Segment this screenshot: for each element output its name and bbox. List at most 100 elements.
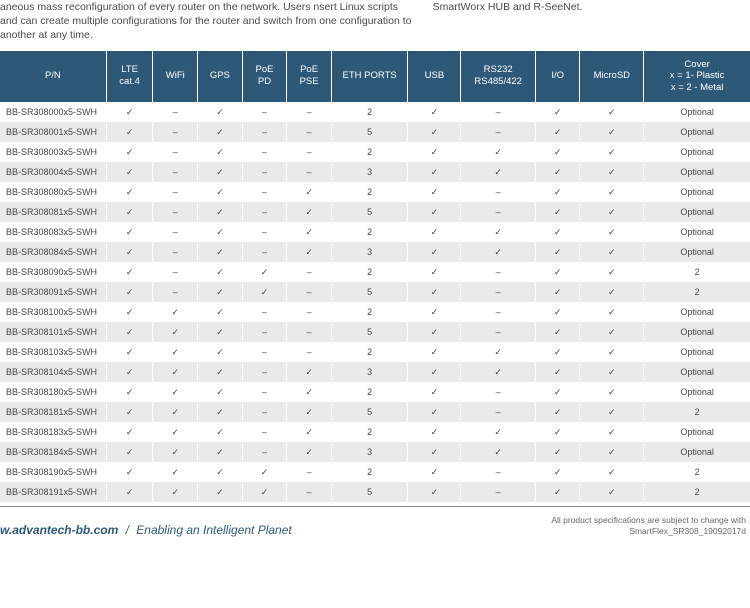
spec-cell: ✓: [408, 162, 461, 182]
spec-cell: –: [461, 122, 535, 142]
pn-cell: BB-SR308004x5-SWH: [0, 162, 106, 182]
spec-cell: 2: [331, 342, 407, 362]
spec-cell: ✓: [198, 202, 243, 222]
spec-cell: ✓: [535, 362, 580, 382]
spec-cell: –: [153, 202, 198, 222]
spec-cell: ✓: [580, 302, 644, 322]
spec-cell: –: [153, 182, 198, 202]
spec-cell: Optional: [644, 182, 750, 202]
pn-cell: BB-SR308000x5-SWH: [0, 102, 106, 122]
spec-cell: ✓: [153, 402, 198, 422]
spec-cell: ✓: [461, 242, 535, 262]
spec-cell: ✓: [408, 342, 461, 362]
table-row: BB-SR308003x5-SWH✓–✓––2✓✓✓✓Optional: [0, 142, 750, 162]
table-row: BB-SR308180x5-SWH✓✓✓–✓2✓–✓✓Optional: [0, 382, 750, 402]
spec-cell: –: [461, 102, 535, 122]
spec-cell: ✓: [461, 162, 535, 182]
spec-cell: ✓: [198, 442, 243, 462]
spec-cell: Optional: [644, 242, 750, 262]
col-header: WiFi: [153, 51, 198, 103]
spec-cell: –: [242, 422, 287, 442]
table-row: BB-SR308101x5-SWH✓✓✓––5✓–✓✓Optional: [0, 322, 750, 342]
spec-cell: ✓: [287, 442, 332, 462]
spec-cell: ✓: [106, 302, 153, 322]
spec-cell: 2: [644, 482, 750, 502]
spec-cell: ✓: [408, 202, 461, 222]
spec-cell: ✓: [198, 182, 243, 202]
spec-cell: 5: [331, 122, 407, 142]
spec-cell: ✓: [198, 482, 243, 502]
table-row: BB-SR308183x5-SWH✓✓✓–✓2✓✓✓✓Optional: [0, 422, 750, 442]
spec-cell: ✓: [198, 342, 243, 362]
spec-cell: –: [287, 342, 332, 362]
spec-cell: –: [242, 102, 287, 122]
spec-cell: ✓: [198, 402, 243, 422]
spec-cell: ✓: [153, 442, 198, 462]
footer-tagline: Enabling an Intelligent Planet: [136, 523, 291, 537]
spec-cell: ✓: [580, 402, 644, 422]
spec-cell: ✓: [198, 302, 243, 322]
spec-cell: ✓: [287, 422, 332, 442]
spec-cell: –: [242, 322, 287, 342]
table-row: BB-SR308190x5-SWH✓✓✓✓–2✓–✓✓2: [0, 462, 750, 482]
spec-cell: 2: [331, 182, 407, 202]
spec-cell: ✓: [408, 322, 461, 342]
spec-cell: ✓: [242, 462, 287, 482]
spec-cell: ✓: [153, 382, 198, 402]
spec-cell: –: [153, 262, 198, 282]
spec-cell: ✓: [580, 362, 644, 382]
pn-cell: BB-SR308090x5-SWH: [0, 262, 106, 282]
col-header: P/N: [0, 51, 106, 103]
spec-cell: –: [242, 202, 287, 222]
spec-cell: ✓: [408, 182, 461, 202]
footer: w.advantech-bb.com / Enabling an Intelli…: [0, 506, 750, 537]
spec-cell: 5: [331, 202, 407, 222]
spec-cell: 3: [331, 442, 407, 462]
col-header: Coverx = 1- Plasticx = 2 - Metal: [644, 51, 750, 103]
spec-cell: ✓: [153, 482, 198, 502]
spec-cell: ✓: [198, 142, 243, 162]
spec-cell: ✓: [461, 142, 535, 162]
table-row: BB-SR308181x5-SWH✓✓✓–✓5✓–✓✓2: [0, 402, 750, 422]
pn-cell: BB-SR308100x5-SWH: [0, 302, 106, 322]
spec-cell: ✓: [535, 222, 580, 242]
table-row: BB-SR308080x5-SWH✓–✓–✓2✓–✓✓Optional: [0, 182, 750, 202]
spec-cell: ✓: [461, 362, 535, 382]
spec-cell: –: [242, 382, 287, 402]
spec-cell: 3: [331, 362, 407, 382]
spec-cell: ✓: [580, 282, 644, 302]
spec-cell: 2: [644, 262, 750, 282]
spec-cell: ✓: [535, 202, 580, 222]
spec-cell: ✓: [198, 162, 243, 182]
spec-cell: ✓: [580, 482, 644, 502]
spec-cell: 2: [644, 462, 750, 482]
spec-cell: –: [153, 142, 198, 162]
spec-cell: ✓: [242, 282, 287, 302]
spec-cell: ✓: [580, 322, 644, 342]
spec-cell: ✓: [535, 182, 580, 202]
col-header: RS232RS485/422: [461, 51, 535, 103]
spec-cell: –: [461, 282, 535, 302]
spec-cell: Optional: [644, 162, 750, 182]
spec-cell: ✓: [580, 442, 644, 462]
spec-cell: ✓: [408, 282, 461, 302]
spec-cell: 5: [331, 282, 407, 302]
spec-cell: –: [287, 462, 332, 482]
table-row: BB-SR308191x5-SWH✓✓✓✓–5✓–✓✓2: [0, 482, 750, 502]
spec-cell: –: [242, 402, 287, 422]
table-body: BB-SR308000x5-SWH✓–✓––2✓–✓✓OptionalBB-SR…: [0, 102, 750, 502]
spec-cell: ✓: [580, 462, 644, 482]
spec-cell: ✓: [461, 442, 535, 462]
spec-cell: ✓: [535, 442, 580, 462]
spec-cell: –: [242, 362, 287, 382]
spec-cell: ✓: [198, 362, 243, 382]
spec-cell: ✓: [408, 262, 461, 282]
spec-cell: ✓: [580, 102, 644, 122]
spec-cell: ✓: [580, 182, 644, 202]
spec-cell: ✓: [198, 222, 243, 242]
pn-cell: BB-SR308001x5-SWH: [0, 122, 106, 142]
spec-cell: ✓: [580, 242, 644, 262]
spec-cell: ✓: [535, 122, 580, 142]
spec-cell: ✓: [287, 182, 332, 202]
spec-cell: ✓: [198, 242, 243, 262]
